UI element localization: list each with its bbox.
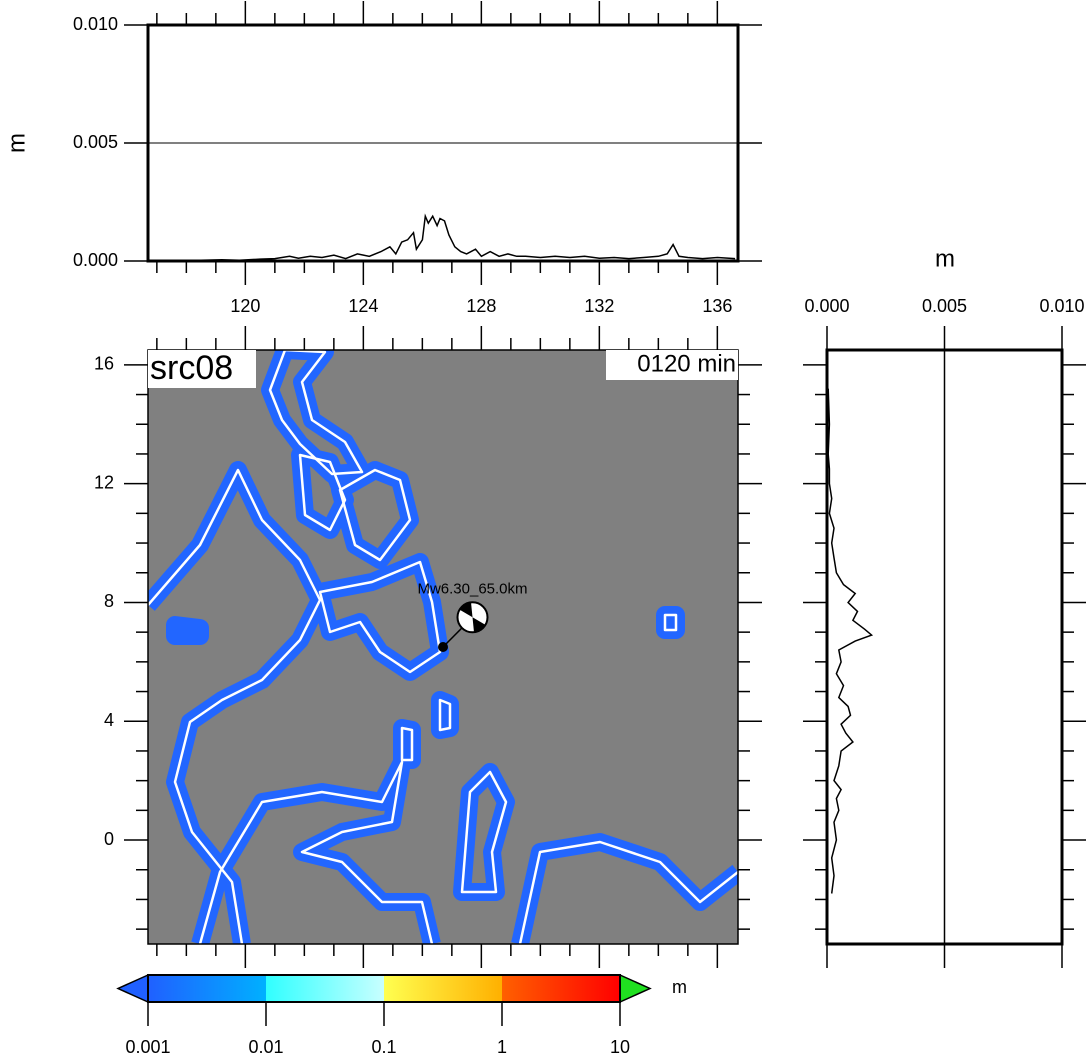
x-tick-label: 124 (348, 296, 378, 316)
y-tick-label: 0 (104, 829, 114, 849)
colorbar-unit: m (672, 977, 687, 997)
title-box (148, 350, 256, 388)
y-axis-label: m (3, 133, 30, 153)
panel-frame (147, 349, 739, 945)
beachball-quadrant (472, 617, 486, 633)
y-tick-label: 8 (104, 591, 114, 611)
epicenter (438, 642, 448, 652)
y-tick-label: 0.010 (73, 14, 118, 34)
x-tick-label: 0.005 (922, 296, 967, 316)
colorbar-tick-label: 0.001 (125, 1037, 170, 1057)
x-tick-label: 120 (230, 296, 260, 316)
y-tick-label: 12 (94, 472, 114, 492)
coastline (148, 350, 738, 944)
y-tick-label: 0.005 (73, 132, 118, 152)
x-axis-label: m (935, 245, 955, 272)
colorbar-tick-label: 0.1 (371, 1037, 396, 1057)
colorbar-segment (384, 975, 502, 1002)
colorbar-tick-label: 1 (497, 1037, 507, 1057)
colorbar-segment (266, 975, 384, 1002)
y-tick-label: 0.000 (73, 250, 118, 270)
waveform (180, 213, 736, 262)
x-tick-label: 128 (466, 296, 496, 316)
event-label: Mw6.30_65.0km (417, 580, 527, 597)
colorbar-segment (148, 975, 266, 1002)
coastlines (148, 350, 738, 944)
x-tick-label: 136 (702, 296, 732, 316)
colorbar-tick-label: 0.01 (248, 1037, 283, 1057)
colorbar-tick-label: 10 (610, 1037, 630, 1057)
x-tick-label: 0.010 (1039, 296, 1084, 316)
panel-frame (825, 348, 1064, 946)
colorbar-segment (502, 975, 620, 1002)
time-box (606, 350, 738, 380)
y-tick-label: 4 (104, 710, 114, 730)
x-tick-label: 0.000 (804, 296, 849, 316)
beachball-quadrant (459, 602, 473, 618)
profile-line (827, 388, 874, 894)
map-title: src08 (150, 349, 233, 387)
time-label: 0120 min (637, 350, 736, 377)
y-tick-label: 16 (94, 354, 114, 374)
panel-frame (146, 23, 740, 263)
x-tick-label: 132 (584, 296, 614, 316)
